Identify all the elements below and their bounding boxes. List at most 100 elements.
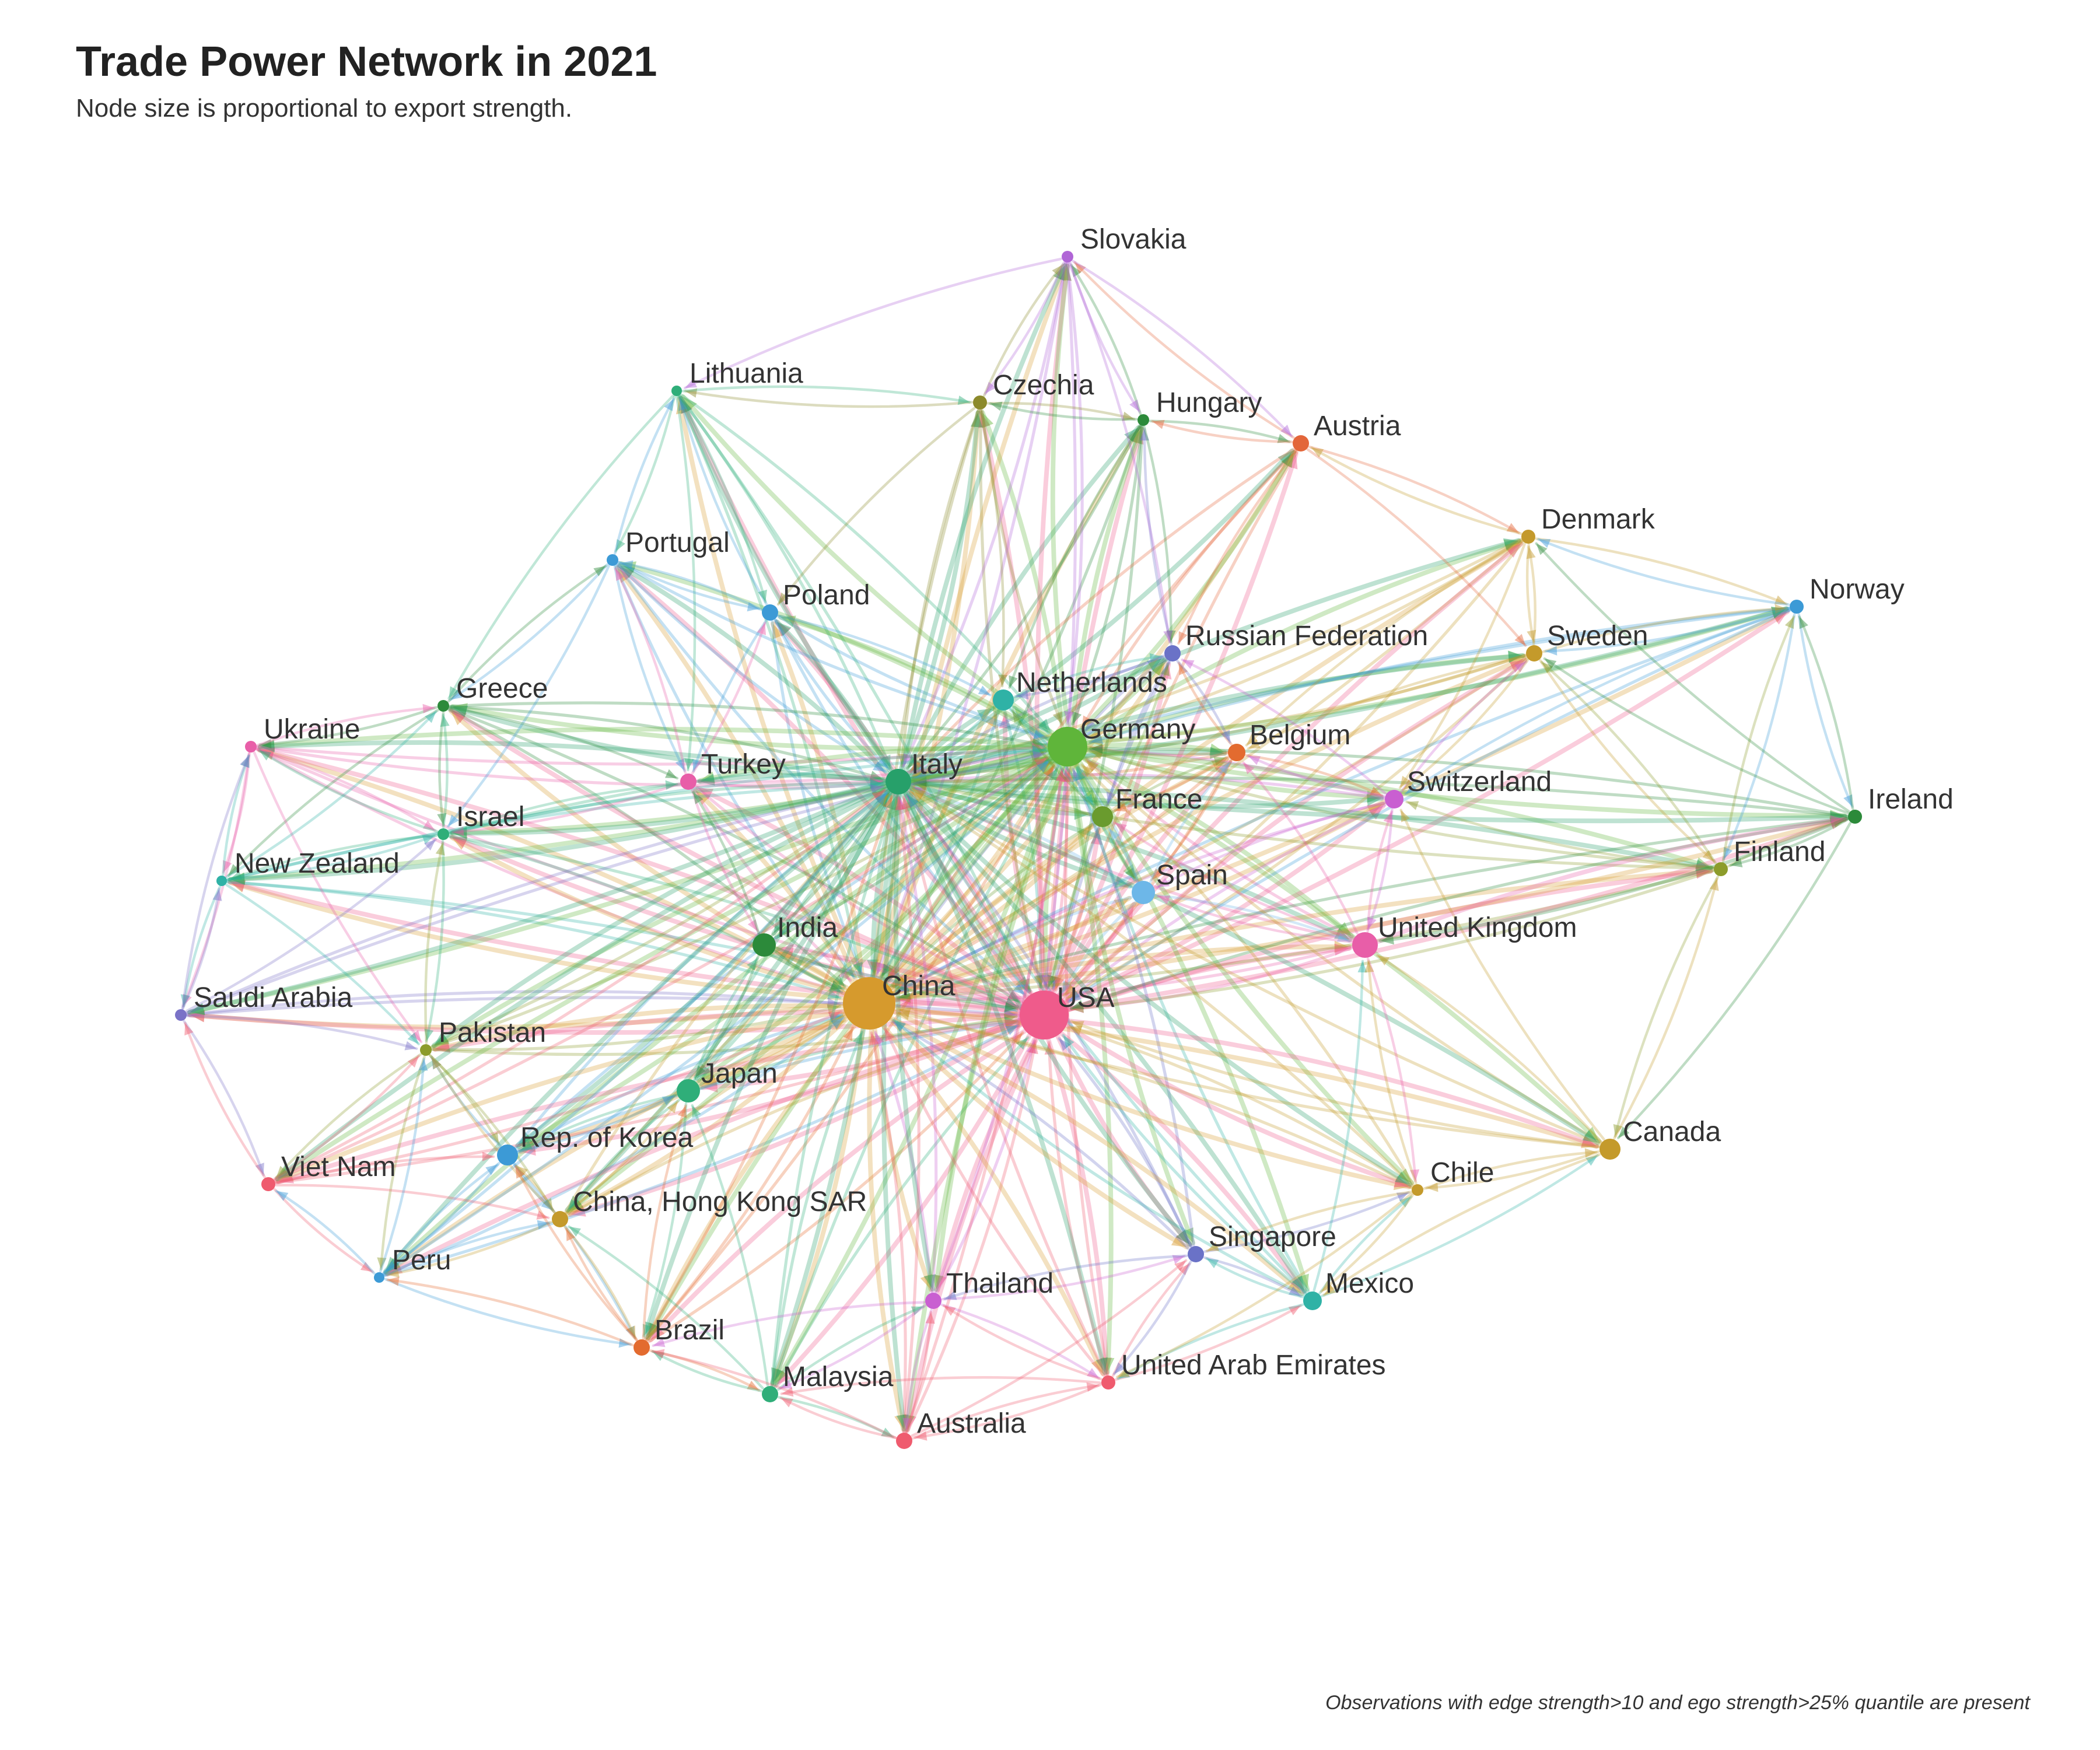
node-label: Sweden bbox=[1547, 621, 1648, 652]
edge-arrow bbox=[1407, 801, 1419, 810]
edge bbox=[1614, 879, 1717, 1139]
node bbox=[1600, 1139, 1620, 1160]
node-label: Norway bbox=[1810, 574, 1905, 605]
edge bbox=[781, 1398, 895, 1438]
node bbox=[762, 604, 778, 621]
node-label: China bbox=[882, 971, 956, 1002]
node-label: Italy bbox=[911, 749, 963, 780]
node-label: Australia bbox=[917, 1408, 1026, 1439]
node-label: Mexico bbox=[1325, 1268, 1414, 1299]
edge bbox=[685, 391, 972, 407]
chart-footnote: Observations with edge strength>10 and e… bbox=[1325, 1692, 2031, 1714]
node bbox=[973, 396, 987, 410]
node-label: Poland bbox=[783, 580, 870, 611]
chart-container: ChinaUSAGermanyNetherlandsItalyFranceBel… bbox=[0, 0, 2100, 1750]
edge bbox=[1618, 823, 1850, 1138]
edge bbox=[1536, 539, 1787, 604]
node bbox=[607, 554, 618, 566]
node bbox=[1521, 530, 1535, 544]
node bbox=[752, 933, 776, 957]
edge bbox=[1615, 877, 1718, 1136]
node-label: China, Hong Kong SAR bbox=[573, 1186, 867, 1217]
node bbox=[680, 774, 696, 790]
node-label: Slovakia bbox=[1080, 224, 1186, 255]
node-label: United Arab Emirates bbox=[1121, 1350, 1386, 1381]
edge bbox=[1800, 617, 1853, 808]
edge bbox=[1724, 614, 1794, 859]
node bbox=[671, 386, 682, 396]
node bbox=[1138, 414, 1149, 426]
edge bbox=[779, 1397, 893, 1437]
node-label: Saudi Arabia bbox=[194, 982, 353, 1013]
node-label: Lithuania bbox=[690, 358, 803, 389]
edge bbox=[1538, 540, 1788, 605]
node-label: Portugal bbox=[625, 527, 730, 558]
edge bbox=[275, 1189, 373, 1272]
node bbox=[1092, 806, 1113, 827]
edge bbox=[184, 1021, 264, 1175]
node-label: Turkey bbox=[701, 749, 786, 780]
node bbox=[634, 1339, 650, 1356]
edge bbox=[387, 1280, 632, 1345]
chart-title: Trade Power Network in 2021 bbox=[76, 38, 657, 85]
node-label: Spain bbox=[1156, 860, 1228, 891]
node-label: Ukraine bbox=[264, 714, 360, 745]
edge bbox=[276, 1191, 374, 1273]
node bbox=[245, 741, 257, 752]
node bbox=[896, 1433, 912, 1449]
edge bbox=[1536, 544, 1849, 811]
edge bbox=[1368, 810, 1392, 929]
node-label: Belgium bbox=[1250, 720, 1350, 751]
node bbox=[1164, 645, 1181, 662]
edge bbox=[1312, 448, 1521, 534]
node bbox=[438, 828, 449, 840]
node-label: Pakistan bbox=[439, 1017, 546, 1048]
node bbox=[1412, 1184, 1423, 1196]
node bbox=[886, 769, 911, 794]
node bbox=[1848, 810, 1862, 824]
node-label: Singapore bbox=[1209, 1222, 1336, 1252]
node bbox=[1101, 1376, 1115, 1390]
node bbox=[216, 876, 227, 886]
node-label: Netherlands bbox=[1016, 667, 1167, 698]
node bbox=[438, 700, 449, 712]
node-label: USA bbox=[1057, 982, 1115, 1013]
node bbox=[1188, 1246, 1204, 1262]
edge-arrow bbox=[1153, 420, 1165, 429]
edge bbox=[778, 408, 974, 604]
node bbox=[1790, 600, 1804, 614]
edge bbox=[653, 1352, 761, 1391]
node-label: Israel bbox=[456, 802, 524, 832]
node-label: France bbox=[1115, 784, 1202, 815]
node-label: Switzerland bbox=[1407, 766, 1552, 797]
network-svg: ChinaUSAGermanyNetherlandsItalyFranceBel… bbox=[0, 0, 2100, 1750]
node-label: Czechia bbox=[993, 370, 1094, 401]
node-label: Chile bbox=[1430, 1157, 1494, 1188]
node-label: Viet Nam bbox=[281, 1152, 396, 1182]
node-label: Greece bbox=[456, 673, 548, 704]
edge-arrow bbox=[240, 755, 249, 768]
edge bbox=[1053, 266, 1068, 726]
edge bbox=[1310, 447, 1519, 533]
node bbox=[1132, 881, 1155, 904]
node-label: Canada bbox=[1623, 1116, 1721, 1147]
node bbox=[677, 1079, 700, 1102]
node bbox=[374, 1272, 384, 1283]
node-label: Ireland bbox=[1868, 784, 1954, 815]
node bbox=[1352, 932, 1378, 958]
node-label: India bbox=[777, 912, 838, 943]
node-label: Finland bbox=[1734, 836, 1825, 867]
node bbox=[175, 1009, 187, 1021]
edge bbox=[650, 1350, 759, 1390]
node bbox=[1293, 435, 1309, 452]
node bbox=[1385, 790, 1404, 808]
node-label: Thailand bbox=[946, 1268, 1054, 1299]
node-label: Russian Federation bbox=[1185, 621, 1428, 652]
node bbox=[261, 1177, 275, 1191]
edge bbox=[1799, 614, 1852, 806]
node-label: Rep. of Korea bbox=[520, 1122, 693, 1153]
node-label: Japan bbox=[701, 1058, 778, 1089]
edge bbox=[1150, 421, 1289, 442]
node bbox=[925, 1293, 942, 1309]
node bbox=[497, 1144, 518, 1166]
